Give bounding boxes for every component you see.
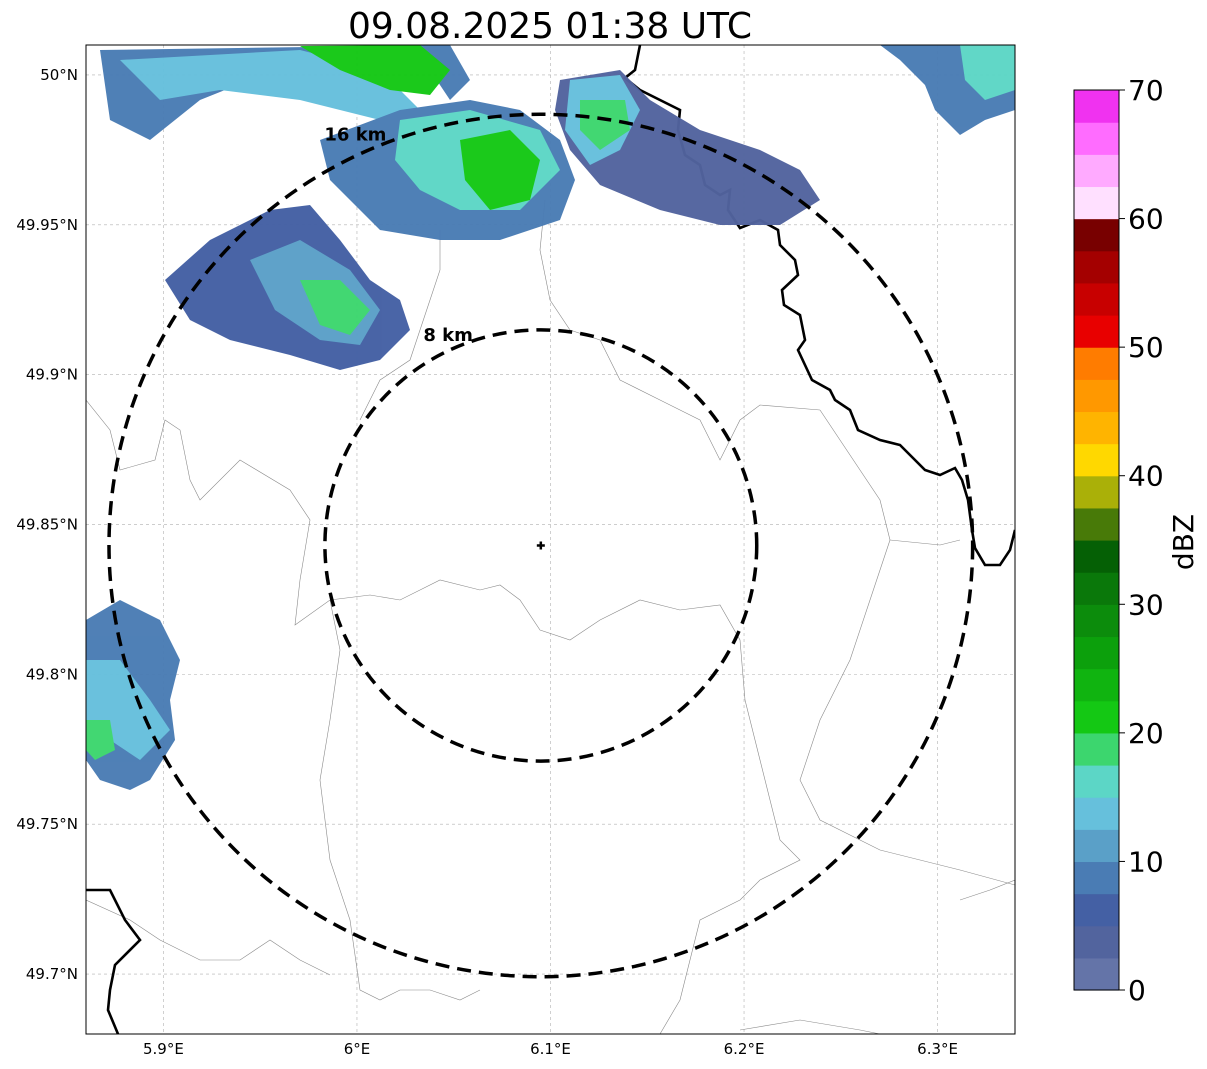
colorbar-block (1074, 572, 1119, 605)
colorbar-block (1074, 668, 1119, 702)
colorbar-block (1074, 122, 1119, 155)
colorbar-tick-label: 0 (1128, 974, 1146, 1007)
range-rings: 8 km 16 km (107, 112, 975, 979)
boundary-line (319, 599, 481, 1001)
lat-tick-label: 49.85°N (16, 516, 78, 534)
colorbar-tick-label: 70 (1128, 74, 1164, 107)
lon-tick-label: 6°E (344, 1040, 371, 1058)
precipitation-cells (86, 45, 1015, 790)
range-ring-8km (323, 328, 759, 763)
boundary-line (739, 1019, 881, 1034)
colorbar-block (1074, 443, 1119, 477)
precip-cell (460, 130, 540, 210)
colorbar-block (1074, 765, 1119, 798)
boundary-line (889, 539, 961, 546)
lat-tick-label: 49.7°N (26, 965, 78, 983)
colorbar-block (1074, 732, 1119, 766)
map-panel: 8 km 16 km 50°N 49.95°N 49.9°N 49.85°N 49.8°N… (16, 44, 1016, 1058)
colorbar-block (1074, 861, 1119, 895)
precip-cell (300, 45, 450, 95)
admin-boundaries (86, 199, 1015, 1034)
precip-cell (300, 280, 370, 335)
national-border (86, 888, 142, 1034)
colorbar-block (1074, 90, 1119, 123)
boundary-line (539, 199, 821, 461)
colorbar-block (1074, 636, 1119, 670)
radar-site-marker (536, 541, 545, 550)
boundary-line (86, 899, 331, 976)
colorbar-tick-label: 60 (1128, 203, 1164, 236)
colorbar-block (1074, 540, 1119, 573)
range-ring-label: 8 km (423, 325, 473, 346)
colorbar-blocks (1074, 90, 1119, 991)
colorbar-block (1074, 250, 1119, 284)
colorbar-block (1074, 411, 1119, 445)
colorbar-block (1074, 829, 1119, 863)
lat-tick-label: 49.9°N (26, 366, 78, 384)
precip-cell (86, 720, 115, 760)
map-frame (85, 44, 1016, 1035)
colorbar-label: dBZ (1167, 514, 1200, 570)
boundary-line (799, 409, 1015, 886)
colorbar-block (1074, 154, 1119, 188)
colorbar-block (1074, 797, 1119, 830)
colorbar-tick-label: 20 (1128, 717, 1164, 750)
range-ring-16km (107, 112, 975, 979)
colorbar-tick-label: 50 (1128, 331, 1164, 364)
colorbar-block (1074, 379, 1119, 413)
colorbar-block (1074, 700, 1119, 734)
boundary-line (359, 230, 441, 421)
colorbar-block (1074, 475, 1119, 509)
colorbar-frame (1073, 89, 1120, 991)
lon-tick-label: 6.1°E (530, 1040, 571, 1058)
colorbar-block (1074, 893, 1119, 927)
colorbar-block (1074, 507, 1119, 541)
colorbar-block (1074, 186, 1119, 220)
latitude-tick-labels: 50°N 49.95°N 49.9°N 49.85°N 49.8°N 49.75°N 49.… (16, 66, 78, 983)
colorbar-block (1074, 925, 1119, 959)
lat-tick-label: 49.8°N (26, 665, 78, 683)
figure-title: 09.08.2025 01:38 UTC (348, 6, 752, 47)
lat-tick-label: 49.75°N (16, 815, 78, 833)
boundary-line (959, 879, 1015, 901)
lat-tick-label: 50°N (40, 66, 78, 84)
precip-cell (960, 45, 1015, 100)
colorbar: 0 10 20 30 40 50 60 70 dBZ (1073, 74, 1200, 1007)
colorbar-tick-label: 10 (1128, 845, 1164, 878)
colorbar-block (1074, 218, 1119, 252)
range-ring-label: 16 km (324, 124, 386, 145)
lon-tick-label: 6.3°E (917, 1040, 958, 1058)
boundary-line (86, 399, 801, 1034)
lat-tick-label: 49.95°N (16, 216, 78, 234)
colorbar-tick-label: 40 (1128, 460, 1164, 493)
longitude-tick-labels: 5.9°E 6°E 6.1°E 6.2°E 6.3°E (143, 1040, 958, 1058)
lon-tick-label: 6.2°E (724, 1040, 765, 1058)
colorbar-tick-label: 30 (1128, 588, 1164, 621)
colorbar-block (1074, 347, 1119, 380)
colorbar-block (1074, 957, 1119, 991)
lon-tick-label: 5.9°E (143, 1040, 184, 1058)
colorbar-block (1074, 315, 1119, 348)
precip-cell (580, 100, 630, 150)
colorbar-ticks: 0 10 20 30 40 50 60 70 (1119, 74, 1164, 1007)
colorbar-block (1074, 282, 1119, 316)
colorbar-block (1074, 604, 1119, 638)
